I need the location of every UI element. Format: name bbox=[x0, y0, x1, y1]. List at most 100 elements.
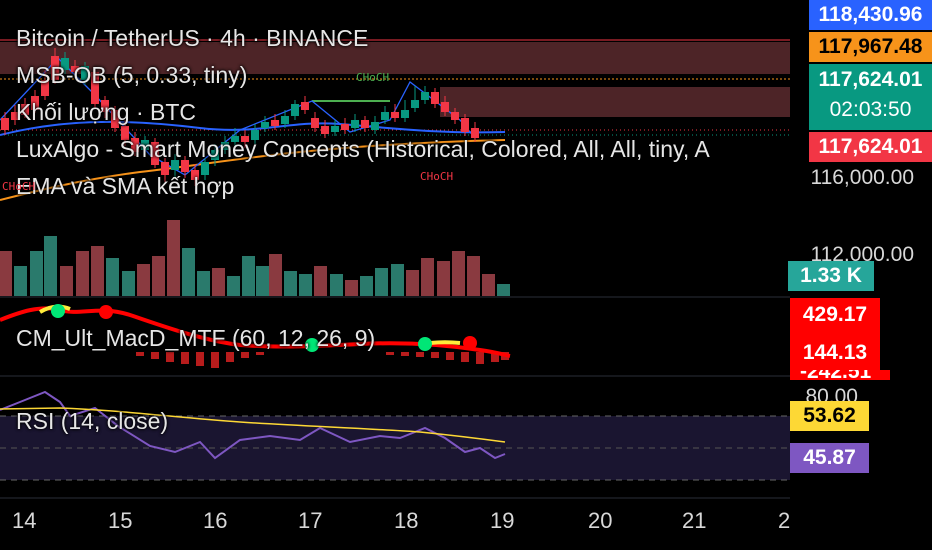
date-label-17: 17 bbox=[298, 508, 323, 533]
candle-body bbox=[131, 138, 139, 152]
date-label-21: 21 bbox=[682, 508, 707, 533]
candle-body bbox=[331, 126, 339, 132]
volume-bar bbox=[167, 220, 180, 296]
date-label-18: 18 bbox=[394, 508, 419, 533]
date-label-20: 20 bbox=[588, 508, 613, 533]
candle-body bbox=[391, 112, 399, 118]
macd-histogram-bar bbox=[241, 352, 249, 358]
candle-body bbox=[401, 110, 409, 118]
volume-bar bbox=[452, 251, 465, 296]
candle-body bbox=[321, 126, 329, 134]
candle-body bbox=[441, 102, 449, 112]
indicator-legend-volume[interactable]: Khối lượng · BTC bbox=[16, 99, 197, 125]
macd-legend[interactable]: CM_Ult_MacD_MTF (60, 12, 26, 9) bbox=[16, 325, 376, 351]
price-tag-last-value: 117,624.01 bbox=[818, 68, 923, 91]
macd-histogram-bar bbox=[226, 352, 234, 362]
candle-body bbox=[241, 136, 249, 142]
macd-histogram-bar bbox=[196, 352, 204, 366]
macd-cross-up-dot-2 bbox=[305, 338, 319, 352]
candle-body bbox=[301, 102, 309, 110]
candle-body bbox=[351, 120, 359, 128]
volume-bar bbox=[482, 274, 495, 296]
rsi-value-tag: 45.87 bbox=[790, 443, 869, 473]
candle-body bbox=[71, 66, 79, 72]
candle-body bbox=[221, 142, 229, 150]
volume-bar bbox=[467, 256, 480, 296]
volume-bar bbox=[256, 266, 269, 296]
candle-body bbox=[411, 100, 419, 108]
volume-bar bbox=[197, 271, 210, 296]
choch-label-green: CHoCH bbox=[356, 71, 390, 84]
macd-cross-up-dot bbox=[51, 304, 65, 318]
price-tag-high: 118,430.96 bbox=[809, 0, 932, 30]
volume-bar bbox=[182, 248, 195, 296]
indicator-legend-msb-ob[interactable]: MSB-OB (5, 0.33, tiny) bbox=[16, 62, 248, 88]
candle-body bbox=[231, 136, 239, 142]
candle-body bbox=[461, 118, 469, 132]
candle-body bbox=[31, 96, 39, 110]
candle-body bbox=[431, 92, 439, 104]
volume-bar bbox=[421, 258, 434, 296]
candle-body bbox=[21, 104, 29, 115]
candle-body bbox=[361, 120, 369, 128]
volume-bar bbox=[227, 276, 240, 296]
macd-value-3: -242.51 bbox=[800, 370, 871, 380]
volume-bar bbox=[30, 251, 43, 296]
volume-bar bbox=[0, 251, 12, 296]
candle-body bbox=[201, 162, 209, 175]
choch-label-left: CHoCH bbox=[2, 180, 36, 193]
candle-body bbox=[251, 130, 259, 140]
macd-cross-down-dot bbox=[99, 305, 113, 319]
macd-histogram-bar bbox=[416, 352, 424, 357]
rsi-band bbox=[0, 416, 790, 480]
candle-body bbox=[381, 112, 389, 120]
candle-body bbox=[51, 56, 59, 80]
macd-cross-up-dot-3 bbox=[418, 337, 432, 351]
symbol-legend[interactable]: Bitcoin / TetherUS · 4h · BINANCE bbox=[16, 25, 369, 51]
rsi-legend[interactable]: RSI (14, close) bbox=[16, 408, 169, 434]
volume-bar bbox=[497, 284, 510, 296]
volume-bar bbox=[330, 274, 343, 296]
macd-cross-down-dot-2 bbox=[463, 336, 477, 350]
candle-body bbox=[11, 112, 19, 120]
candle-body bbox=[271, 120, 279, 126]
candle-body bbox=[61, 58, 69, 70]
volume-bar bbox=[284, 271, 297, 296]
macd-histogram-bar bbox=[446, 352, 454, 360]
rsi-pane bbox=[0, 390, 790, 481]
indicator-legend-smc[interactable]: LuxAlgo - Smart Money Concepts (Historic… bbox=[16, 136, 710, 162]
candle-body bbox=[141, 140, 149, 150]
candle-body bbox=[121, 126, 129, 140]
candle-body bbox=[171, 160, 179, 170]
macd-histogram-bar bbox=[491, 352, 499, 362]
price-pane[interactable] bbox=[0, 39, 790, 201]
volume-bar bbox=[269, 254, 282, 296]
volume-bar bbox=[360, 276, 373, 296]
macd-value-2: 144.13 bbox=[802, 341, 868, 364]
candles-group bbox=[1, 48, 479, 186]
date-label-19: 19 bbox=[490, 508, 515, 533]
macd-value-3-wrap: -242.51 bbox=[790, 370, 890, 380]
volume-bar bbox=[345, 280, 358, 296]
rsi-line bbox=[0, 390, 506, 460]
price-tag-close: 117,624.01 bbox=[809, 132, 932, 162]
macd-histogram bbox=[136, 352, 509, 368]
candle-body bbox=[311, 118, 319, 128]
ema-blue-line bbox=[0, 120, 506, 136]
macd-yellow-segment-2 bbox=[429, 340, 461, 345]
volume-bar bbox=[14, 266, 27, 296]
volume-bar bbox=[375, 268, 388, 296]
macd-histogram-bar bbox=[476, 352, 484, 364]
price-tag-ob: 117,967.48 bbox=[809, 32, 932, 62]
zigzag-line bbox=[0, 57, 476, 176]
macd-pane bbox=[0, 304, 511, 368]
date-label-16: 16 bbox=[203, 508, 228, 533]
macd-histogram-bar bbox=[256, 352, 264, 355]
volume-bar bbox=[152, 256, 165, 296]
indicator-legend-ema-sma[interactable]: EMA và SMA kết hợp bbox=[16, 173, 235, 199]
macd-histogram-bar bbox=[151, 352, 159, 359]
rsi-ma-line bbox=[0, 407, 506, 443]
price-tag-countdown: 02:03:50 bbox=[829, 98, 912, 121]
candle-body bbox=[341, 124, 349, 130]
